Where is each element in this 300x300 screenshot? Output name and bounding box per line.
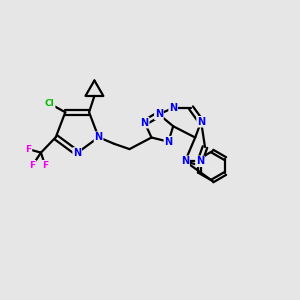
Text: N: N [141,118,149,128]
Text: F: F [42,161,48,170]
Text: F: F [29,161,36,170]
Text: N: N [181,156,189,166]
Text: N: N [155,109,163,119]
Text: N: N [197,117,205,127]
Text: N: N [196,156,204,166]
Text: N: N [169,103,177,113]
Text: N: N [73,148,81,158]
Text: N: N [164,137,172,147]
Text: Cl: Cl [45,99,55,108]
Text: N: N [94,132,103,142]
Text: F: F [26,145,32,154]
